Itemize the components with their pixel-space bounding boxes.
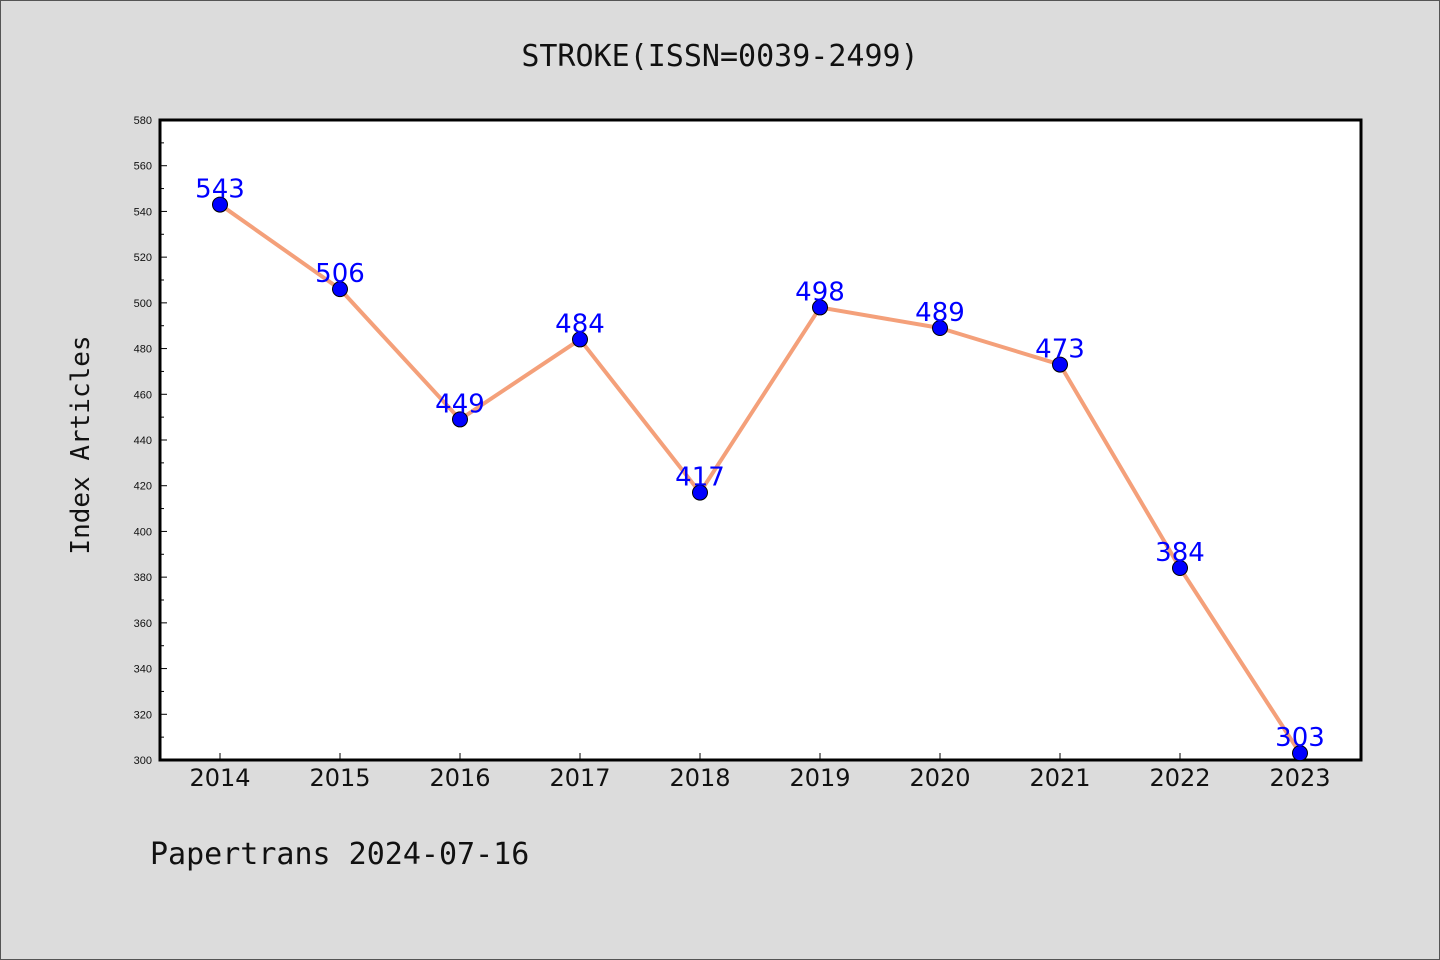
series-line — [218, 202, 1302, 755]
y-tick-label: 340 — [134, 664, 152, 676]
x-tick-label: 2022 — [1149, 764, 1210, 792]
x-tick-label: 2021 — [1029, 764, 1090, 792]
data-label: 506 — [315, 259, 365, 289]
data-label: 543 — [195, 175, 245, 205]
y-tick-label: 580 — [134, 115, 152, 127]
data-point — [812, 299, 828, 316]
data-point — [572, 331, 588, 348]
data-point — [1052, 356, 1068, 373]
plot-area — [158, 118, 1363, 762]
y-tick-label: 520 — [134, 252, 152, 264]
data-label: 473 — [1035, 335, 1085, 365]
y-tick-label: 360 — [134, 618, 152, 630]
data-label: 498 — [795, 277, 845, 307]
chart-title: STROKE(ISSN=0039-2499) — [521, 39, 918, 74]
data-point — [332, 281, 348, 298]
y-tick-label: 300 — [134, 755, 152, 767]
x-tick-label: 2016 — [429, 764, 490, 792]
data-label: 489 — [915, 298, 965, 328]
x-axis: 2014 2015 2016 2017 2018 2019 2020 2021 2022 2023 — [189, 753, 1331, 792]
data-point — [1292, 745, 1308, 762]
y-tick-label: 420 — [134, 481, 152, 493]
x-tick-label: 2018 — [669, 764, 730, 792]
series-line-group — [212, 196, 1308, 762]
y-tick-label: 500 — [134, 298, 152, 310]
y-axis-label: Index Articles — [66, 335, 96, 554]
footer-text: Papertrans 2024-07-16 — [150, 837, 529, 872]
y-axis: 300 320 340 360 380 400 420 440 460 480 500 520 540 5… — [134, 115, 167, 767]
data-labels: 543 506 449 484 417 498 489 473 384 303 — [195, 175, 1325, 754]
data-point — [692, 484, 708, 501]
y-tick-label: 540 — [134, 206, 152, 218]
data-label: 417 — [675, 463, 725, 493]
y-tick-label: 400 — [134, 526, 152, 538]
y-tick-label: 440 — [134, 435, 152, 447]
data-label: 303 — [1275, 723, 1325, 753]
y-tick-label: 480 — [134, 344, 152, 356]
y-tick-label: 560 — [134, 161, 152, 173]
x-tick-label: 2014 — [189, 764, 250, 792]
data-point — [212, 196, 228, 213]
data-label: 384 — [1155, 538, 1205, 568]
y-tick-label: 320 — [134, 709, 152, 721]
data-label: 484 — [555, 309, 605, 339]
x-tick-label: 2023 — [1269, 764, 1330, 792]
x-tick-label: 2017 — [549, 764, 610, 792]
data-point — [452, 411, 468, 428]
y-tick-label: 380 — [134, 572, 152, 584]
y-tick-label: 460 — [134, 389, 152, 401]
x-tick-label: 2019 — [789, 764, 850, 792]
data-point — [1172, 560, 1188, 576]
data-point — [932, 320, 948, 336]
x-tick-label: 2015 — [309, 764, 370, 792]
x-tick-label: 2020 — [909, 764, 970, 792]
data-label: 449 — [435, 389, 485, 419]
